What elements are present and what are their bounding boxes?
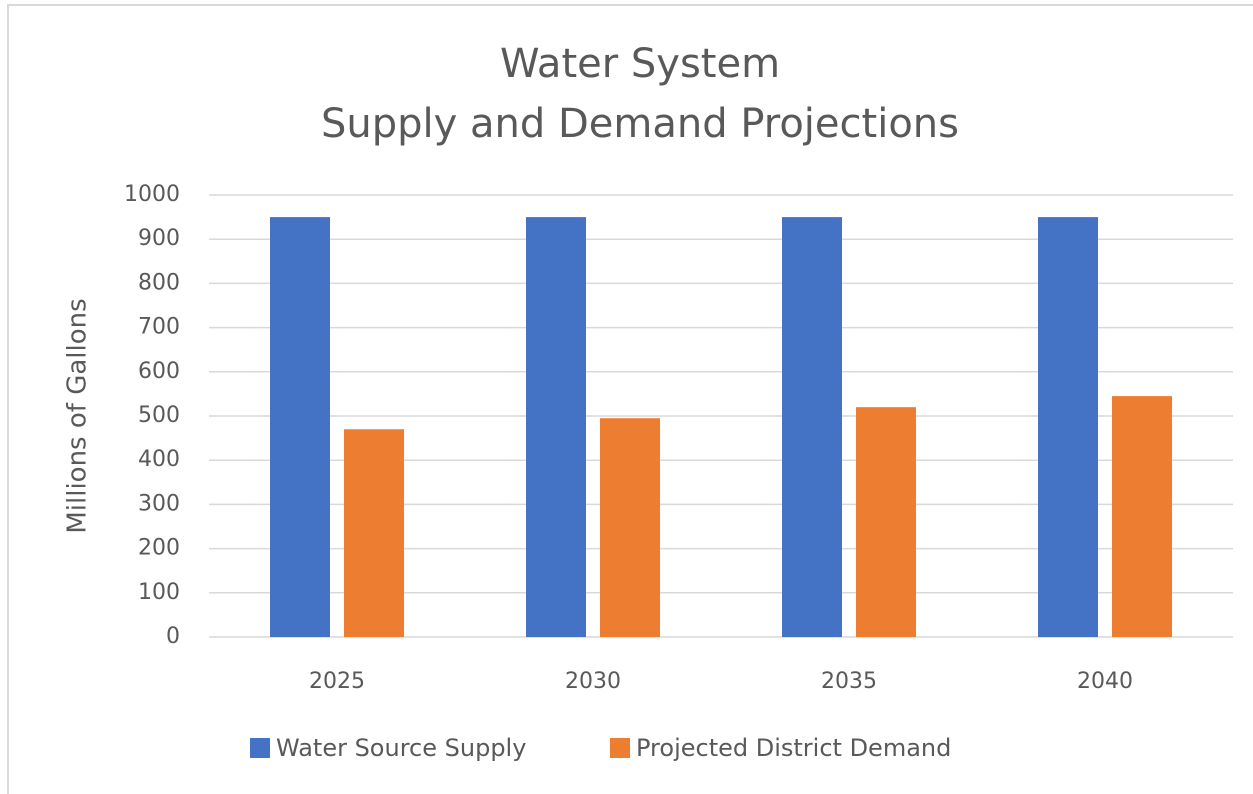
bar [1038,217,1098,637]
bar [782,217,842,637]
y-tick-label: 300 [138,491,180,516]
x-tick-label: 2030 [565,669,621,694]
y-tick-label: 100 [138,580,180,605]
bar [600,418,660,637]
y-tick-label: 1000 [124,182,180,207]
bar [270,217,330,637]
x-tick-label: 2040 [1077,669,1133,694]
legend-label: Projected District Demand [636,734,951,762]
y-tick-label: 900 [138,226,180,251]
y-tick-label: 0 [166,624,180,649]
legend-swatch [610,738,630,758]
bar [856,407,916,637]
legend-label: Water Source Supply [276,734,526,762]
y-tick-label: 700 [138,315,180,340]
y-tick-label: 600 [138,359,180,384]
bar [344,429,404,637]
bar [1112,396,1172,637]
y-tick-label: 800 [138,270,180,295]
bar [526,217,586,637]
chart-title: Supply and Demand Projections [321,101,959,147]
y-tick-label: 400 [138,447,180,472]
legend-swatch [250,738,270,758]
chart-border [7,4,1253,794]
y-tick-label: 500 [138,403,180,428]
y-axis-label: Millions of Gallons [63,298,93,533]
chart-title: Water System [500,41,780,87]
x-tick-label: 2035 [821,669,877,694]
x-tick-label: 2025 [309,669,365,694]
y-tick-label: 200 [138,536,180,561]
